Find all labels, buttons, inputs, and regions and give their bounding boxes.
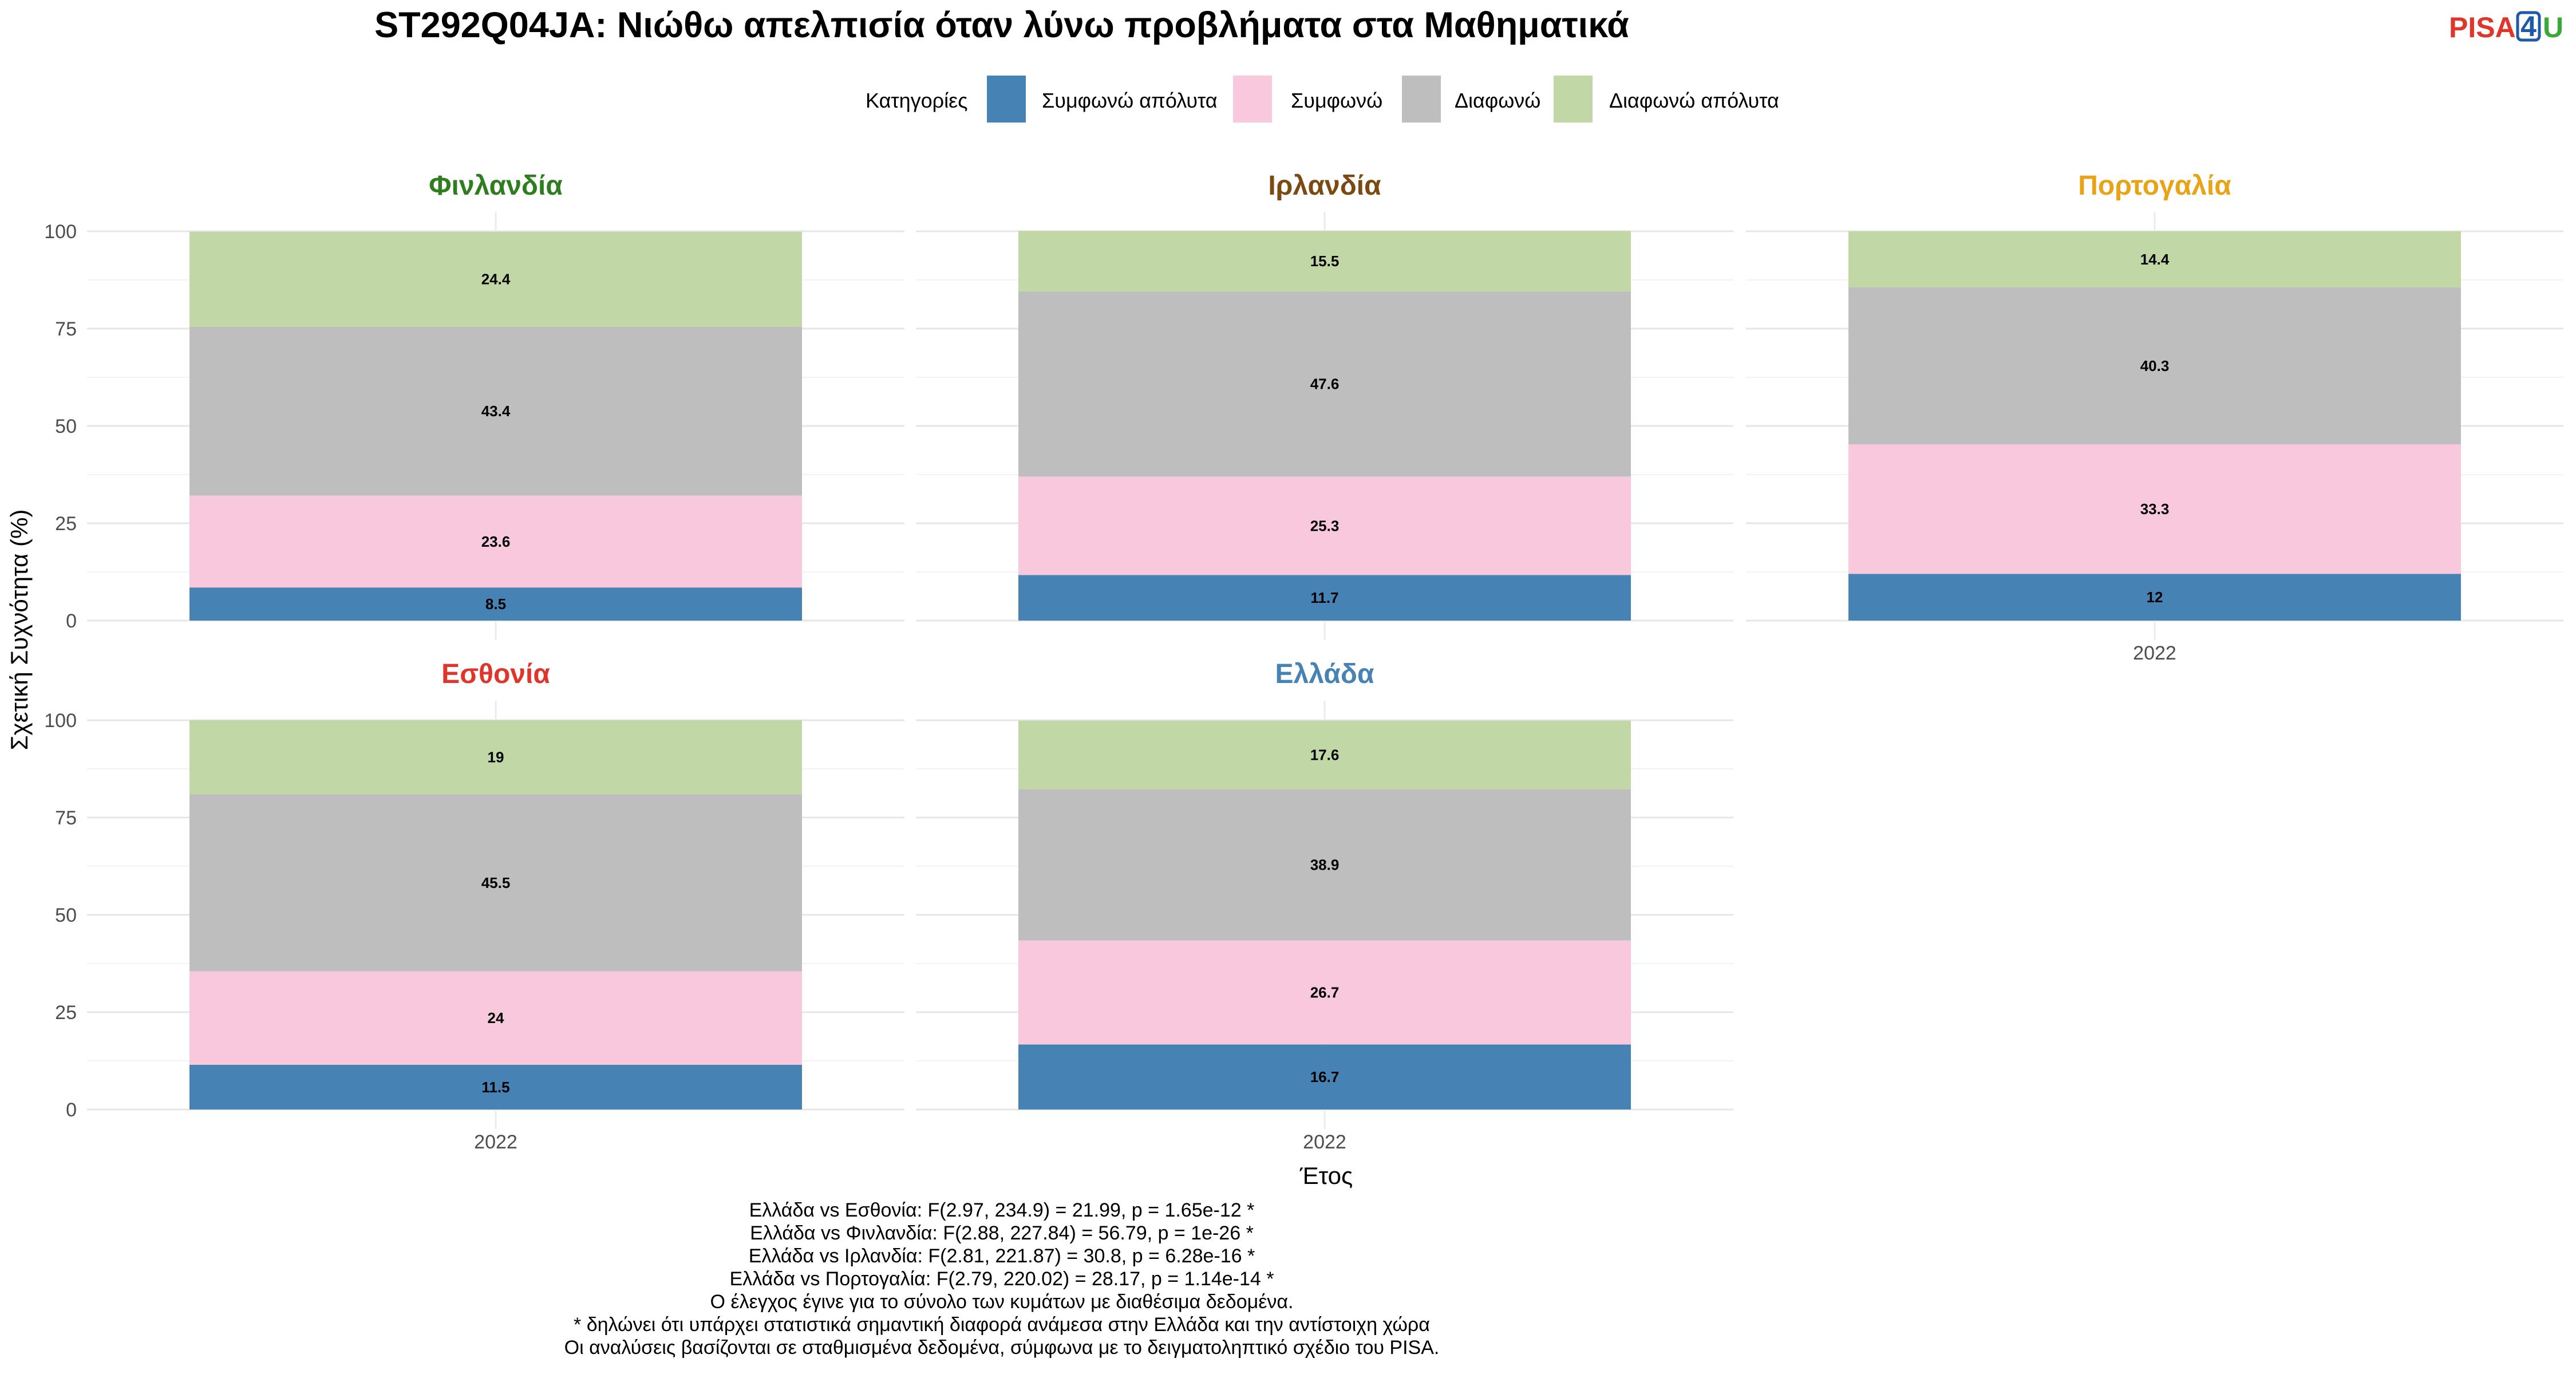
y-axis-title: Σχετική Συχνότητα (%) (6, 510, 33, 751)
legend-swatch-διαφωνω-απολυτα (1554, 76, 1593, 123)
legend: Κατηγορίες Συμφωνώ απόλυτα Συμφωνώ Διαφωνώ… (866, 76, 1779, 123)
y-tick-label: 0 (66, 1099, 77, 1121)
bar-value-label: 14.4 (2140, 251, 2170, 268)
bar-value-label: 12 (2147, 589, 2163, 606)
bar-segment-συμφωνω (1848, 444, 2461, 574)
logo-text-u: U (2543, 11, 2563, 44)
x-axis-title: Έτος (1299, 1162, 1353, 1189)
bar-segment-διαφωνω (189, 326, 802, 496)
panel-title: Εσθονία (441, 659, 550, 689)
y-tick-label: 50 (55, 905, 77, 926)
bar-segment-διαφωνω (189, 794, 802, 972)
bar-segment-διαφωνω-απολυτα (1848, 231, 2461, 287)
caption-line: Οι αναλύσεις βασίζονται σε σταθμισμένα δ… (564, 1337, 1440, 1359)
bar-segment-συμφωνω-απολυτα (189, 1064, 802, 1110)
legend-label-διαφωνω-απολυτα: Διαφωνώ απόλυτα (1609, 89, 1779, 112)
bar-segment-διαφωνω-απολυτα (1018, 231, 1631, 291)
chart-panels: Φινλανδία 0 25 50 75 100 8.5 23.6 43.4 24.4 Ιρλανδ… (44, 171, 2563, 1153)
bar-value-label: 43.4 (481, 402, 511, 420)
bar-value-label: 16.7 (1310, 1068, 1340, 1085)
logo-box (2516, 11, 2541, 42)
x-tick-label: 2022 (1303, 1131, 1346, 1153)
caption-line: * δηλώνει ότι υπάρχει στατιστικά σημαντι… (574, 1314, 1430, 1336)
panel-title: Φινλανδία (429, 171, 563, 201)
x-tick-label: 2022 (474, 1131, 517, 1153)
bar-value-label: 24.4 (481, 271, 511, 288)
panel-ελλαδα: Ελλάδα 16.7 26.7 38.9 17.6 2022 (916, 659, 1733, 1153)
caption-line: Ελλάδα vs Εσθονία: F(2.97, 234.9) = 21.9… (749, 1199, 1255, 1221)
x-tick-label: 2022 (2133, 642, 2176, 664)
logo-text-pisa: PISA (2449, 11, 2516, 44)
panel-εσθονια: Εσθονία 0 25 50 75 100 11.5 24 45.5 19 2022 (44, 659, 904, 1153)
bar-segment-συμφωνω (1018, 940, 1631, 1045)
bar-value-label: 17.6 (1310, 747, 1340, 764)
bar-segment-διαφωνω (1018, 789, 1631, 941)
logo-text-4: 4 (2520, 10, 2537, 42)
caption-line: Ελλάδα vs Πορτογαλία: F(2.79, 220.02) = … (730, 1268, 1274, 1290)
panel-title: Ελλάδα (1275, 659, 1374, 689)
panel-φινλανδια: Φινλανδία 0 25 50 75 100 8.5 23.6 43.4 24.4 (44, 171, 904, 640)
y-tick-label: 100 (44, 710, 77, 732)
bar-value-label: 15.5 (1310, 252, 1340, 270)
legend-swatch-συμφωνω-απολυτα (987, 76, 1026, 123)
bar-segment-διαφωνω-απολυτα (189, 720, 802, 795)
panel-πορτογαλια: Πορτογαλία 12 33.3 40.3 14.4 2022 (1746, 171, 2563, 664)
bar-segment-συμφωνω-απολυτα (1018, 1044, 1631, 1110)
bar-segment-συμφωνω (189, 971, 802, 1065)
bar-value-label: 25.3 (1310, 517, 1340, 534)
caption: Ελλάδα vs Εσθονία: F(2.97, 234.9) = 21.9… (564, 1199, 1440, 1359)
y-tick-label: 75 (55, 318, 77, 340)
bar-segment-διαφωνω (1018, 291, 1631, 477)
bar-segment-συμφωνω-απολυτα (1018, 575, 1631, 621)
bar-segment-διαφωνω (1848, 287, 2461, 444)
y-tick-label: 25 (55, 513, 77, 535)
bar-value-label: 24 (488, 1009, 504, 1026)
pisa4u-logo: PISA 4 U (2449, 10, 2563, 44)
y-tick-label: 25 (55, 1002, 77, 1024)
y-tick-label: 75 (55, 807, 77, 829)
caption-line: Ελλάδα vs Φινλανδία: F(2.88, 227.84) = 5… (750, 1222, 1254, 1244)
panel-title: Ιρλανδία (1268, 171, 1381, 201)
legend-swatch-συμφωνω (1233, 76, 1272, 123)
caption-line: Ελλάδα vs Ιρλανδία: F(2.81, 221.87) = 30… (749, 1245, 1255, 1267)
bar-segment-συμφωνω-απολυτα (189, 587, 802, 621)
legend-label-συμφωνω: Συμφωνώ (1291, 89, 1382, 112)
bar-segment-διαφωνω-απολυτα (1018, 720, 1631, 789)
bar-value-label: 11.5 (481, 1079, 509, 1096)
bar-value-label: 26.7 (1310, 984, 1340, 1001)
bar-value-label: 40.3 (2140, 357, 2170, 374)
y-tick-label: 50 (55, 416, 77, 437)
bar-value-label: 19 (488, 749, 504, 766)
bar-value-label: 11.7 (1310, 589, 1338, 606)
panel-title: Πορτογαλία (2078, 171, 2231, 201)
legend-label-διαφωνω: Διαφωνώ (1455, 89, 1540, 112)
bar-value-label: 8.5 (485, 595, 506, 613)
bar-value-label: 33.3 (2140, 500, 2170, 518)
bar-segment-συμφωνω (189, 495, 802, 588)
bar-value-label: 23.6 (481, 533, 511, 550)
bar-segment-συμφωνω (1018, 476, 1631, 575)
legend-title: Κατηγορίες (866, 89, 968, 112)
legend-swatch-διαφωνω (1402, 76, 1441, 123)
y-tick-label: 0 (66, 610, 77, 632)
bar-value-label: 47.6 (1310, 376, 1340, 393)
legend-label-συμφωνω-απολυτα: Συμφωνώ απόλυτα (1042, 89, 1218, 112)
caption-line: Ο έλεγχος έγινε για το σύνολο των κυμάτω… (710, 1291, 1294, 1313)
bar-value-label: 45.5 (481, 874, 511, 891)
bar-value-label: 38.9 (1310, 856, 1340, 874)
bar-segment-συμφωνω-απολυτα (1848, 574, 2461, 621)
chart-title: ST292Q04JA: Νιώθω απελπισία όταν λύνω πρ… (374, 5, 1629, 45)
y-tick-label: 100 (44, 221, 77, 243)
bar-segment-διαφωνω-απολυτα (189, 231, 802, 327)
panel-ιρλανδια: Ιρλανδία 11.7 25.3 47.6 15.5 (916, 171, 1733, 640)
